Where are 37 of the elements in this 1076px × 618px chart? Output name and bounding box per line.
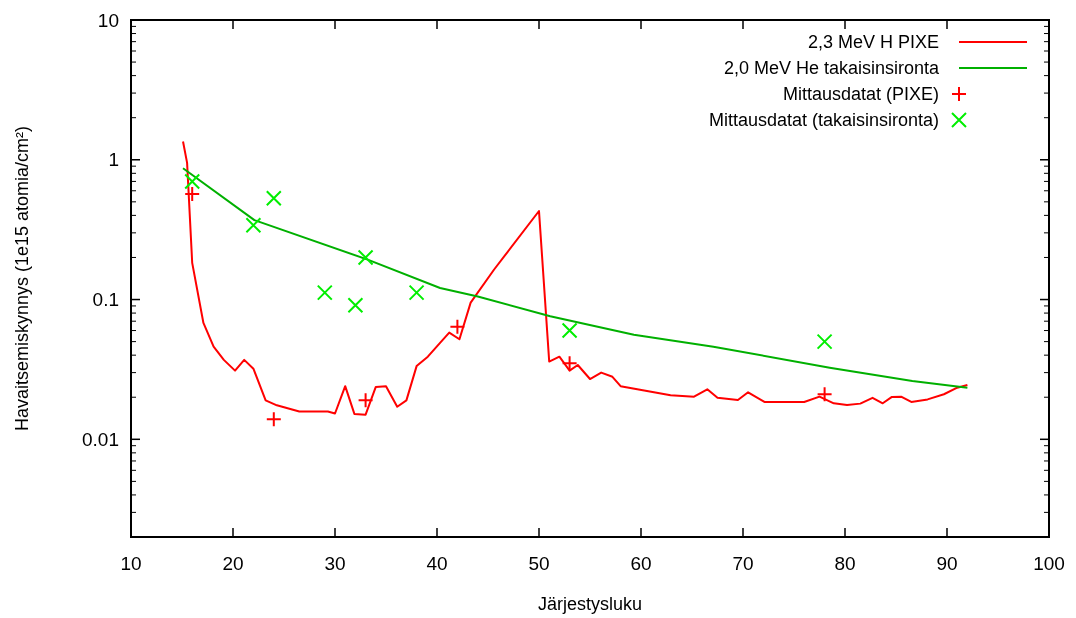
x-tick-label: 40 <box>426 553 448 574</box>
x-tick-label: 70 <box>732 553 754 574</box>
point <box>816 386 833 403</box>
point <box>449 318 466 335</box>
legend-label: 2,0 MeV He takaisinsironta <box>723 58 940 79</box>
x-tick-label: 100 <box>1033 553 1065 574</box>
legend-label: Mittausdatat (PIXE) <box>782 84 939 105</box>
x-tick-label: 60 <box>630 553 652 574</box>
y-tick-label: 0.01 <box>82 428 119 450</box>
x-tick-label: 90 <box>936 553 958 574</box>
x-tick-label: 10 <box>120 553 142 574</box>
y-axis-title: Havaitsemiskynnys (1e15 atomia/cm²) <box>12 125 32 432</box>
point <box>561 355 578 372</box>
legend-label: Mittausdatat (takaisinsironta) <box>708 110 939 131</box>
x-tick-label: 20 <box>222 553 244 574</box>
x-axis-title: Järjestysluku <box>537 594 643 614</box>
legend-label: 2,3 MeV H PIXE <box>807 32 939 53</box>
point <box>316 284 333 301</box>
line-series <box>182 140 969 416</box>
point <box>245 217 262 234</box>
x-tick-label: 30 <box>324 553 346 574</box>
y-tick-label: 1 <box>108 149 119 171</box>
point <box>561 322 578 339</box>
x-tick-label: 80 <box>834 553 856 574</box>
point <box>347 297 364 314</box>
point <box>265 411 282 428</box>
point <box>184 173 201 190</box>
point <box>357 249 374 266</box>
point <box>184 185 201 202</box>
point <box>265 190 282 207</box>
line-series <box>182 167 969 389</box>
x-tick-label: 50 <box>528 553 550 574</box>
y-tick-label: 10 <box>97 9 119 31</box>
point <box>408 284 425 301</box>
y-tick-label: 0.1 <box>92 289 119 311</box>
point <box>816 333 833 350</box>
point <box>357 392 374 409</box>
